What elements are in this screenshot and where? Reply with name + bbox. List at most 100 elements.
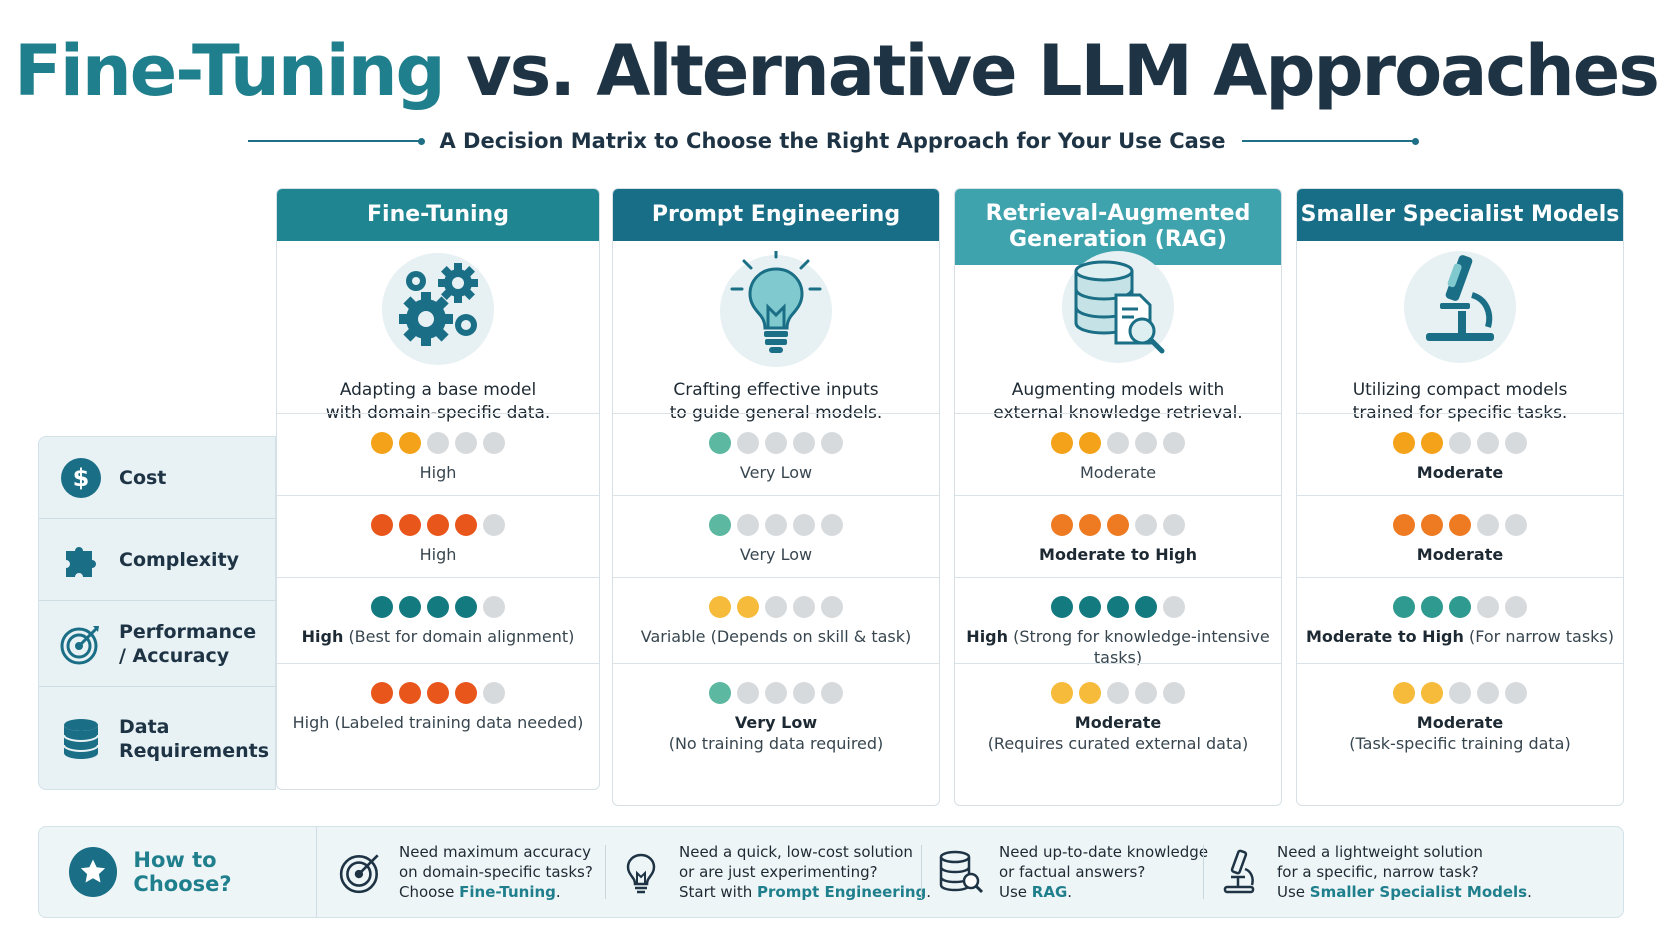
rating-label: Very Low: [740, 462, 812, 483]
tip-prefix: Use: [1277, 883, 1310, 901]
tip-text: Need maximum accuracy on domain-specific …: [399, 842, 593, 902]
rating-dots: [709, 682, 843, 704]
rating-dot-empty: [793, 514, 815, 536]
desc-line: Augmenting models with: [1011, 380, 1225, 400]
rating-cell: High (Best for domain alignment): [277, 577, 599, 663]
rating-dot-filled: [455, 682, 477, 704]
puzzle-icon: [59, 538, 103, 582]
rating-dot-filled: [1393, 682, 1415, 704]
svg-text:$: $: [73, 464, 90, 492]
rating-note: (Labeled training data needed): [334, 713, 584, 732]
tip-highlight: Smaller Specialist Models: [1309, 883, 1528, 901]
tip-line: Need up-to-date knowledge: [999, 843, 1209, 861]
rating-value: High: [966, 627, 1009, 646]
rating-dot-empty: [821, 514, 843, 536]
page-subtitle: A Decision Matrix to Choose the Right Ap…: [439, 129, 1226, 153]
rating-dots: [371, 596, 505, 618]
rating-dots: [709, 432, 843, 454]
rating-dot-filled: [709, 514, 731, 536]
rating-dot-filled: [371, 596, 393, 618]
rating-dot-empty: [1505, 596, 1527, 618]
rating-dot-empty: [737, 682, 759, 704]
rating-note: (Depends on skill & task): [710, 627, 912, 646]
how-to-choose-title: How to Choose?: [133, 848, 232, 896]
rating-label: Very Low (No training data required): [669, 712, 884, 754]
rating-dot-filled: [371, 682, 393, 704]
rating-cell: Very Low (No training data required): [613, 663, 939, 803]
rating-dot-empty: [1135, 514, 1157, 536]
tip-prefix: Start with: [679, 883, 758, 901]
rating-dots: [371, 682, 505, 704]
title-highlight: Fine-Tuning: [14, 30, 446, 112]
rating-dots: [1051, 432, 1185, 454]
rating-value: Very Low: [739, 463, 813, 482]
row-label-text: Cost: [119, 466, 167, 489]
rating-dot-filled: [1421, 432, 1443, 454]
rating-value: Moderate: [1079, 463, 1157, 482]
rating-value: Moderate: [1416, 713, 1504, 732]
tip-rag: Need up-to-date knowledge or factual answ…: [937, 827, 1208, 917]
tip-highlight: RAG: [1031, 883, 1068, 901]
rating-dot-filled: [1421, 682, 1443, 704]
row-label-data: Data Requirements: [39, 687, 277, 791]
rating-dot-filled: [1421, 514, 1443, 536]
lightbulb-icon: [613, 251, 939, 371]
rating-dot-empty: [1477, 432, 1499, 454]
rating-dot-filled: [709, 432, 731, 454]
microscope-icon: [1215, 848, 1263, 896]
rating-cell: Variable (Depends on skill & task): [613, 577, 939, 663]
tip-line: Choose Fine-Tuning.: [399, 882, 593, 902]
microscope-icon: [1297, 251, 1623, 371]
rating-dot-filled: [1051, 432, 1073, 454]
rating-dot-filled: [737, 596, 759, 618]
rating-dots: [1051, 682, 1185, 704]
rating-label: Moderate: [1417, 544, 1503, 565]
rating-label: Moderate (Requires curated external data): [988, 712, 1249, 754]
rating-value: High: [419, 463, 457, 482]
tip-highlight: Fine-Tuning: [459, 883, 556, 901]
rating-dot-filled: [1393, 596, 1415, 618]
rating-label: High (Strong for knowledge-intensive tas…: [955, 626, 1281, 668]
rating-value: Very Low: [739, 545, 813, 564]
subtitle-rule-left: [248, 137, 426, 145]
title-rest: vs. Alternative LLM Approaches: [466, 30, 1660, 112]
tip-divider: [1203, 845, 1204, 899]
rating-dot-filled: [427, 514, 449, 536]
rating-dots: [1051, 514, 1185, 536]
dollar-icon: $: [59, 456, 103, 500]
rating-dot-empty: [1135, 682, 1157, 704]
rating-dot-filled: [1107, 596, 1129, 618]
tip-specialist-models: Need a lightweight solution for a specifi…: [1215, 827, 1532, 917]
rating-label: High (Labeled training data needed): [293, 712, 584, 733]
rating-dot-filled: [399, 596, 421, 618]
rating-value: Very Low: [734, 713, 818, 732]
rating-dot-filled: [1393, 514, 1415, 536]
column-header: Fine-Tuning: [277, 189, 599, 241]
tip-line: Need maximum accuracy: [399, 843, 591, 861]
rating-dot-empty: [455, 432, 477, 454]
tip-line: Need a quick, low-cost solution: [679, 843, 913, 861]
rating-dot-empty: [821, 432, 843, 454]
desc-line: Utilizing compact models: [1352, 380, 1568, 400]
rating-dot-empty: [1505, 514, 1527, 536]
column-header: Smaller Specialist Models: [1297, 189, 1623, 241]
rating-cell: Moderate: [955, 413, 1281, 495]
page-title: Fine-Tuning vs. Alternative LLM Approach…: [0, 30, 1672, 112]
rating-label: Moderate (Task-specific training data): [1349, 712, 1570, 754]
rating-value: Moderate: [1074, 713, 1162, 732]
database-search-icon: [937, 848, 985, 896]
rating-dot-filled: [427, 682, 449, 704]
rating-dot-empty: [765, 432, 787, 454]
rating-label: Variable (Depends on skill & task): [641, 626, 912, 647]
rating-dot-filled: [1135, 596, 1157, 618]
rating-dot-empty: [1163, 596, 1185, 618]
tip-fine-tuning: Need maximum accuracy on domain-specific …: [337, 827, 593, 917]
tip-line: Need a lightweight solution: [1277, 843, 1483, 861]
rating-dot-empty: [765, 514, 787, 536]
rating-label: Moderate: [1080, 462, 1156, 483]
rating-dot-empty: [483, 514, 505, 536]
rating-note: (Task-specific training data): [1349, 734, 1571, 753]
rating-label: Moderate: [1417, 462, 1503, 483]
rating-dot-filled: [371, 432, 393, 454]
rating-dot-filled: [1107, 514, 1129, 536]
